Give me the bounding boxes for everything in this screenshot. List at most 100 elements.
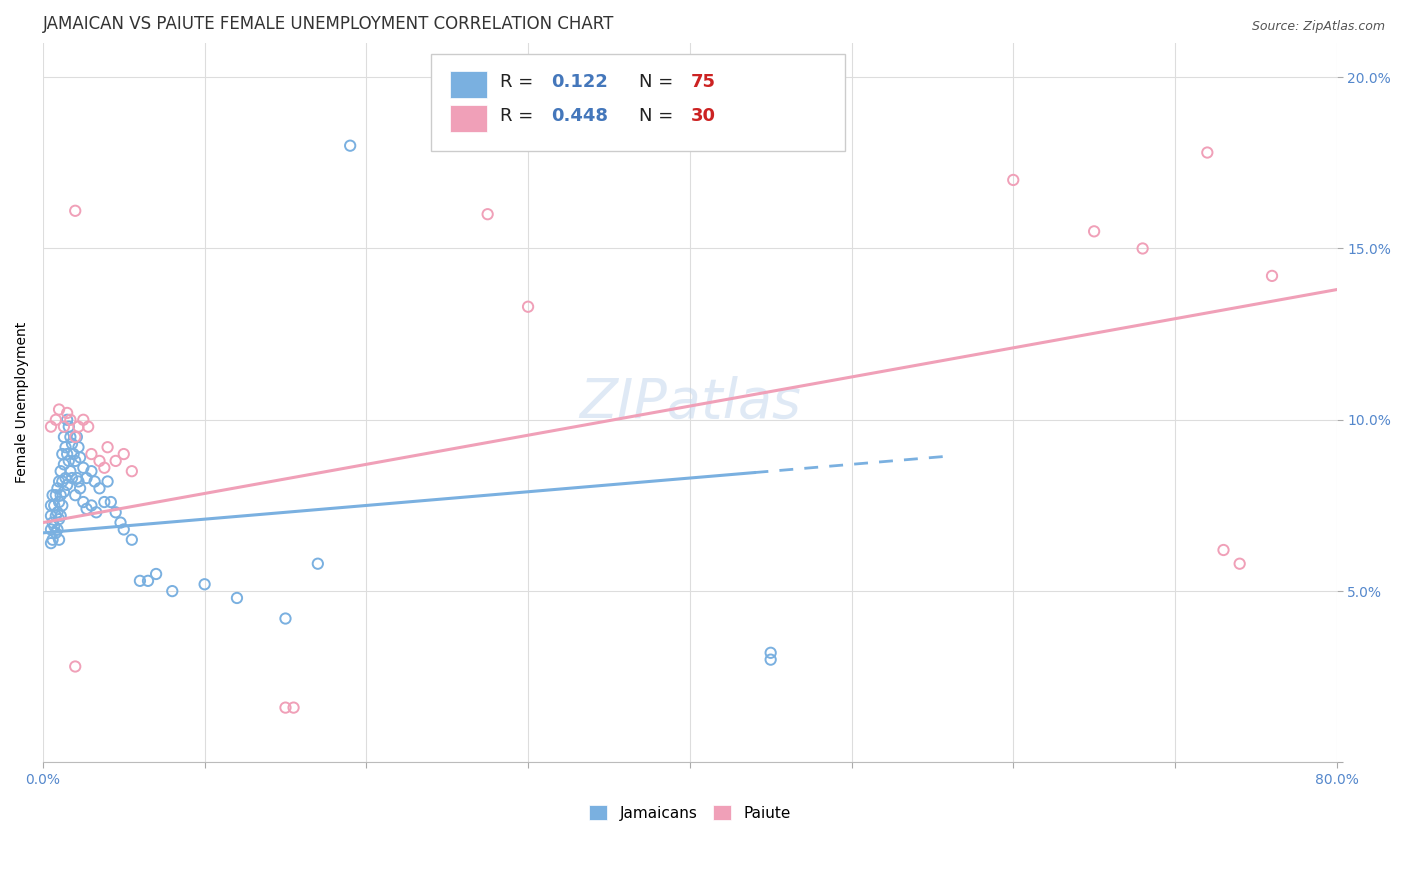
- Point: [77, 419, 100, 434]
- Point: [1083, 224, 1105, 238]
- Point: [48, 533, 70, 547]
- Point: [51, 475, 73, 489]
- Point: [67, 475, 90, 489]
- Point: [97, 475, 120, 489]
- Point: [145, 566, 167, 581]
- Point: [121, 464, 143, 478]
- Point: [59, 413, 82, 427]
- Point: [39, 523, 62, 537]
- Point: [1197, 145, 1219, 160]
- Point: [65, 659, 87, 673]
- Point: [66, 471, 89, 485]
- Point: [226, 591, 249, 605]
- Point: [89, 454, 111, 468]
- Legend: Jamaicans, Paiute: Jamaicans, Paiute: [583, 798, 797, 827]
- Point: [55, 440, 77, 454]
- Point: [60, 471, 83, 485]
- Point: [44, 499, 66, 513]
- Point: [136, 574, 159, 588]
- Point: [51, 499, 73, 513]
- Point: [39, 508, 62, 523]
- Point: [80, 464, 103, 478]
- FancyBboxPatch shape: [450, 104, 486, 132]
- Point: [100, 495, 122, 509]
- Point: [56, 447, 79, 461]
- Point: [56, 413, 79, 427]
- Point: [307, 557, 329, 571]
- Point: [45, 413, 67, 427]
- Point: [477, 207, 499, 221]
- Point: [1002, 173, 1025, 187]
- Point: [69, 450, 91, 465]
- Point: [65, 430, 87, 444]
- Point: [52, 484, 75, 499]
- Point: [49, 488, 72, 502]
- Point: [759, 653, 782, 667]
- Point: [65, 454, 87, 468]
- Point: [48, 402, 70, 417]
- Point: [52, 430, 75, 444]
- Point: [45, 488, 67, 502]
- Point: [76, 501, 98, 516]
- Point: [48, 475, 70, 489]
- Point: [162, 584, 184, 599]
- Text: N =: N =: [640, 107, 679, 125]
- Point: [93, 460, 115, 475]
- Point: [58, 419, 80, 434]
- Point: [97, 440, 120, 454]
- Point: [517, 300, 540, 314]
- Point: [89, 481, 111, 495]
- Point: [48, 495, 70, 509]
- Point: [41, 533, 63, 547]
- Text: 30: 30: [692, 107, 716, 125]
- Point: [274, 611, 297, 625]
- Point: [41, 488, 63, 502]
- Point: [66, 430, 89, 444]
- Point: [45, 525, 67, 540]
- Point: [59, 464, 82, 478]
- Point: [80, 499, 103, 513]
- Text: R =: R =: [499, 73, 538, 92]
- Point: [104, 505, 127, 519]
- Point: [58, 454, 80, 468]
- Point: [46, 481, 69, 495]
- Point: [1229, 557, 1251, 571]
- FancyBboxPatch shape: [450, 71, 486, 98]
- Point: [104, 454, 127, 468]
- Point: [67, 419, 90, 434]
- Point: [39, 499, 62, 513]
- Text: 0.448: 0.448: [551, 107, 609, 125]
- Point: [194, 577, 217, 591]
- Point: [759, 646, 782, 660]
- Text: N =: N =: [640, 73, 679, 92]
- Point: [1212, 543, 1234, 558]
- Point: [41, 516, 63, 530]
- Text: R =: R =: [499, 107, 538, 125]
- Point: [110, 516, 132, 530]
- Point: [49, 508, 72, 523]
- Text: Source: ZipAtlas.com: Source: ZipAtlas.com: [1251, 20, 1385, 33]
- Point: [56, 406, 79, 420]
- Point: [1261, 268, 1284, 283]
- Text: 0.122: 0.122: [551, 73, 609, 92]
- Point: [1132, 242, 1154, 256]
- Point: [83, 475, 105, 489]
- Point: [46, 523, 69, 537]
- Point: [72, 460, 94, 475]
- Point: [52, 419, 75, 434]
- Point: [49, 464, 72, 478]
- Point: [48, 512, 70, 526]
- Y-axis label: Female Unemployment: Female Unemployment: [15, 322, 30, 483]
- Point: [93, 495, 115, 509]
- Point: [129, 574, 152, 588]
- Point: [46, 505, 69, 519]
- Point: [56, 478, 79, 492]
- Point: [121, 533, 143, 547]
- Point: [39, 419, 62, 434]
- Point: [65, 488, 87, 502]
- Point: [45, 508, 67, 523]
- Point: [274, 700, 297, 714]
- Point: [59, 430, 82, 444]
- Text: JAMAICAN VS PAIUTE FEMALE UNEMPLOYMENT CORRELATION CHART: JAMAICAN VS PAIUTE FEMALE UNEMPLOYMENT C…: [44, 15, 614, 33]
- Point: [52, 458, 75, 472]
